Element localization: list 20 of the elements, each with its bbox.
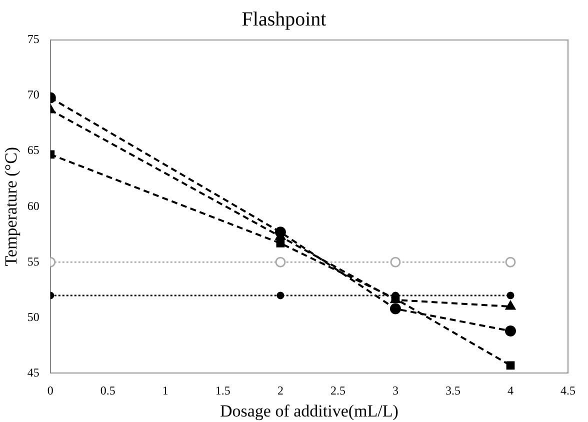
y-tick-label: 65 — [27, 143, 40, 158]
x-tick-label: 2 — [277, 384, 284, 398]
x-tick-label: 2.5 — [330, 384, 346, 398]
x-tick-label: 3.5 — [445, 384, 460, 398]
x-tick-label: 0.5 — [100, 384, 116, 398]
y-tick-label: 55 — [27, 254, 40, 268]
x-axis-title: Dosage of additive(mL/L) — [220, 401, 398, 420]
x-tick-label: 4 — [507, 384, 514, 398]
x-tick-label: 4.5 — [560, 384, 576, 398]
y-tick-label: 50 — [27, 310, 40, 324]
y-tick-label: 60 — [27, 198, 40, 213]
x-tick-label: 1 — [162, 384, 168, 398]
x-tick-label: 1.5 — [215, 384, 230, 398]
y-tick-label: 70 — [27, 88, 40, 102]
chart-title: Flashpoint — [242, 8, 327, 30]
x-tick-label: 0 — [47, 384, 54, 398]
y-tick-label: 75 — [27, 32, 40, 46]
x-tick-label: 3 — [392, 384, 398, 398]
y-tick-label: 45 — [27, 365, 40, 380]
y-axis-title: Temperature (°C) — [2, 146, 21, 266]
